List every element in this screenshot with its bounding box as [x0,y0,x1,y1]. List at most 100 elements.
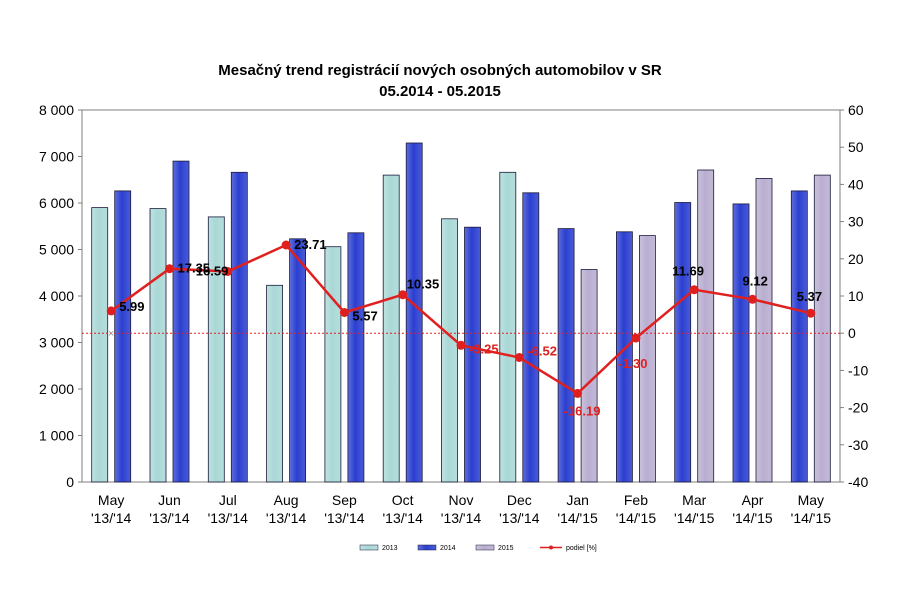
podiel-point-12 [806,308,816,318]
podiel-point-8 [573,388,583,398]
x-tick-label-month: Nov [449,492,474,508]
bar-2014-7 [522,192,540,483]
legend-label-2013: 2013 [382,545,398,552]
x-tick-label-season: '13/'14 [91,510,132,526]
podiel-label-0: 5.99 [119,299,144,314]
y2-tick-label: -20 [848,400,868,416]
x-tick-label-season: '13/'14 [266,510,307,526]
y2-tick-label: 20 [848,251,864,267]
legend-swatch-2013 [359,544,379,551]
bar-2013-3 [266,284,284,483]
chart-subtitle: 05.2014 - 05.2015 [379,83,501,100]
podiel-label-10: 11.69 [672,264,704,279]
y-tick-label: 7 000 [39,149,74,165]
bar-2014-3 [289,238,307,483]
x-tick-label-month: Apr [742,492,764,508]
legend-marker-podiel [549,545,553,550]
podiel-label-8: -16.19 [564,403,601,418]
x-tick-label-season: '13/'14 [382,510,423,526]
bar-2013-2 [207,216,225,483]
x-tick-label-season: '13/'14 [324,510,365,526]
chart-title: Mesačný trend registrácií nových osobnýc… [218,62,662,79]
x-tick-label-season: '13/'14 [208,510,249,526]
zero-line-layer: × [82,328,840,340]
x-tick-label-month: Jul [219,492,237,508]
x-tick-label-month: Mar [682,492,706,508]
bar-2014-5 [405,142,423,483]
y2-tick-label: 30 [848,214,864,230]
x-tick-label-month: Jan [566,492,589,508]
y-tick-label: 3 000 [39,335,74,351]
y-tick-label: 4 000 [39,288,74,304]
podiel-point-0 [106,306,116,316]
y2-tick-label: 0 [848,325,856,341]
podiel-point-5 [398,290,408,300]
x-tick-label-season: '14/'15 [616,510,657,526]
x-tick-label-season: '14/'15 [674,510,715,526]
y-tick-label: 6 000 [39,195,74,211]
podiel-label-9: -1.30 [618,356,648,371]
bar-2014-4 [347,232,365,483]
x-tick-label-season: '14/'15 [791,510,832,526]
podiel-label-11: 9.12 [743,273,768,288]
bar-2014-12 [790,190,808,483]
legend-swatch-2014 [417,544,437,551]
x-tick-label-month: Oct [392,492,414,508]
bars-layer [91,142,831,483]
y2-tick-label: 10 [848,288,864,304]
y-tick-label: 0 [66,474,74,490]
y2-tick-label: 50 [848,139,864,155]
y-tick-label: 2 000 [39,381,74,397]
y2-tick-label: -40 [848,474,868,490]
podiel-label-4: 5.57 [352,309,377,324]
x-tick-label-season: '13/'14 [149,510,190,526]
x-tick-label-month: May [98,492,124,508]
x-tick-label-month: May [798,492,824,508]
podiel-label-5: 10.35 [407,277,440,292]
podiel-point-1 [165,264,174,274]
bar-2014-10 [674,202,692,483]
bar-2015-12 [813,174,831,483]
podiel-point-11 [748,294,757,304]
bar-2013-6 [441,218,458,483]
y2-tick-label: -10 [848,362,868,378]
podiel-label-7: -6.52 [527,344,557,359]
podiel-point-4 [339,308,349,317]
y2-tick-label: -30 [848,437,868,453]
axis-layer: 0 1 000 2 000 3 000 4 000 5 000 6 000 7 000 8 00… [39,102,868,526]
bar-2015-10 [697,169,715,483]
podiel-label-2: 16.59 [196,264,229,279]
x-tick-label-month: Jun [158,492,181,508]
bar-2014-2 [230,171,248,483]
podiel-point-7 [514,353,524,362]
legend-label-2014: 2014 [440,545,456,552]
legend-label-2015: 2015 [498,545,514,552]
podiel-point-3 [281,240,291,250]
bar-2013-4 [324,246,342,483]
bar-2013-0 [91,207,109,483]
podiel-point-2 [223,267,233,276]
legend: 2013 2014 2015 podiel [%] [359,544,597,552]
podiel-label-3: 23.71 [294,237,327,252]
x-tick-label-season: '13/'14 [441,510,482,526]
bar-2015-9 [639,235,656,483]
legend-label-podiel: podiel [%] [566,545,597,552]
x-tick-label-season: '14/'15 [732,510,773,526]
y-tick-label: 8 000 [39,102,74,118]
bar-2013-1 [149,208,167,483]
podiel-point-10 [689,285,699,295]
x-tick-label-season: '14/'15 [557,510,598,526]
bar-2015-11 [755,177,773,483]
x-tick-label-month: Dec [507,492,532,508]
bar-2014-1 [172,160,190,483]
podiel-point-6 [456,340,466,350]
legend-swatch-2015 [475,544,495,551]
podiel-point-9 [631,333,641,343]
bar-2013-7 [499,171,517,483]
x-tick-label-season: '13/'14 [499,510,540,526]
podiel-label-1: 17.35 [178,261,211,276]
bar-2014-11 [732,203,750,483]
